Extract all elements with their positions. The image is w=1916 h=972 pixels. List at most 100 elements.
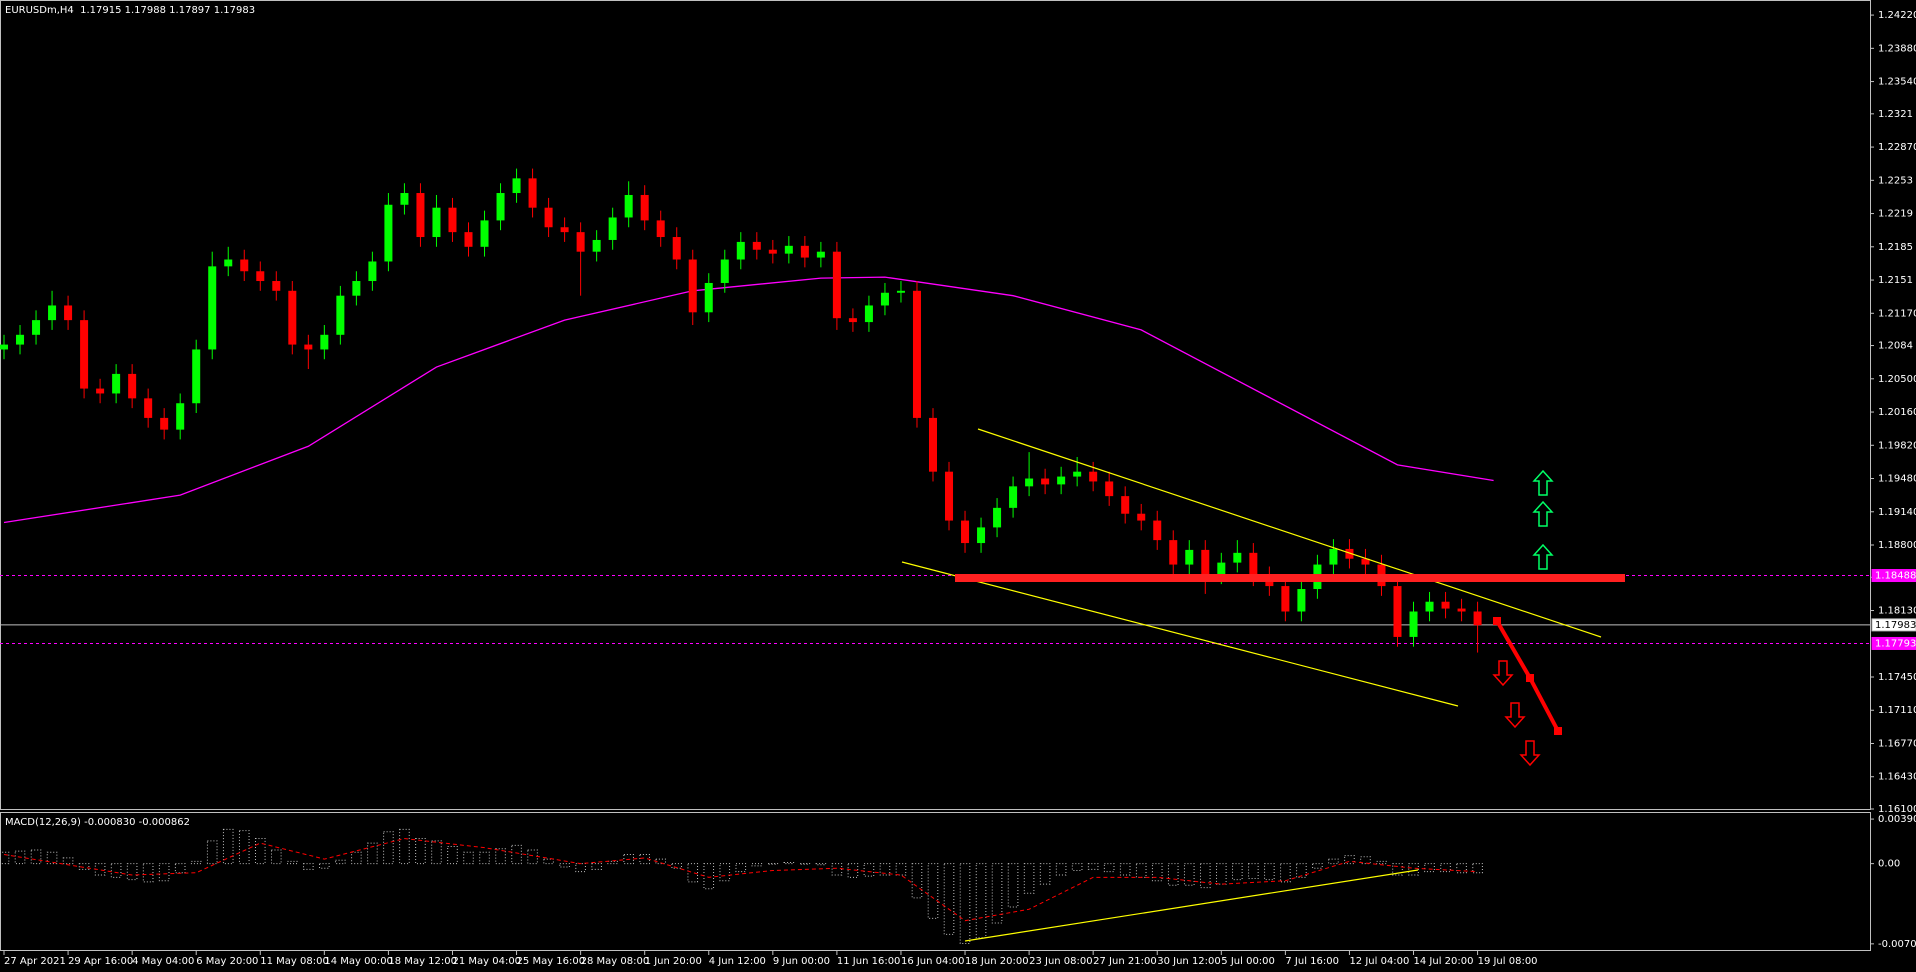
- candle-body: [80, 320, 89, 389]
- macd-bar: [1408, 863, 1419, 876]
- candle-body: [945, 471, 954, 521]
- candle-body: [1345, 548, 1354, 559]
- macd-bar: [831, 863, 843, 876]
- macd-bar: [222, 828, 234, 865]
- macd-bar: [959, 863, 971, 944]
- macd-bar: [447, 846, 458, 865]
- candle-body: [784, 245, 793, 254]
- macd-bar: [911, 863, 923, 899]
- candle-body: [1009, 486, 1018, 508]
- candle-body: [16, 334, 25, 345]
- macd-bar: [1151, 863, 1163, 882]
- candle-body: [240, 259, 249, 272]
- candle-body: [256, 271, 265, 282]
- macd-bar: [687, 863, 699, 883]
- macd-bar: [511, 844, 522, 865]
- candle-body: [128, 373, 137, 399]
- x-tick-label: 25 May 16:00: [517, 956, 586, 967]
- candle-body: [576, 232, 585, 252]
- x-tick-label: 19 Jul 08:00: [1478, 956, 1538, 967]
- y-tick-label: 1.2151: [1878, 275, 1913, 286]
- macd-bar: [126, 863, 138, 881]
- x-tick-label: 23 Jun 08:00: [1029, 956, 1093, 967]
- projection-node: [1493, 617, 1501, 625]
- candle-body: [800, 245, 809, 258]
- candle-body: [176, 403, 185, 430]
- candle-body: [816, 251, 825, 258]
- candle-body: [688, 259, 697, 313]
- y-tick-label: 1.16770: [1878, 738, 1916, 749]
- macd-bar: [1119, 863, 1131, 876]
- candle-body: [864, 305, 873, 323]
- macd-bar: [1135, 863, 1147, 878]
- candle-body: [640, 194, 649, 221]
- x-tick-label: 27 Apr 2021: [4, 956, 66, 967]
- candle-body: [961, 520, 970, 544]
- macd-bar: [783, 861, 795, 865]
- macd-bar: [1392, 863, 1403, 876]
- main-panel-frame: [0, 0, 1871, 810]
- y-tick-label: 1.19480: [1878, 474, 1916, 485]
- candle-body: [480, 220, 489, 247]
- y-tick-label: 0.003907: [1878, 814, 1916, 825]
- down-arrow: [1492, 660, 1514, 687]
- macd-bar: [110, 863, 122, 878]
- candle-body: [1105, 481, 1114, 497]
- x-tick-label: 12 Jul 04:00: [1349, 956, 1409, 967]
- price-level-box: [1871, 618, 1916, 632]
- x-tick-label: 27 Jun 21:00: [1093, 956, 1157, 967]
- candle-body: [768, 249, 777, 254]
- macd-bar: [1007, 863, 1019, 908]
- candle-body: [1329, 548, 1338, 565]
- macd-bar: [703, 863, 715, 890]
- macd-title: MACD(12,26,9) -0.000830 -0.000862: [5, 817, 190, 828]
- macd-bar: [895, 863, 907, 876]
- x-tick-label: 28 May 08:00: [581, 956, 650, 967]
- macd-bar: [158, 863, 170, 882]
- candle-body: [64, 305, 73, 321]
- candle-body: [400, 193, 409, 205]
- candle-body: [416, 193, 425, 238]
- macd-bar: [1280, 863, 1291, 883]
- macd-bar: [431, 840, 442, 865]
- candles: [0, 168, 1482, 653]
- y-tick-label: 1.2321: [1878, 109, 1913, 120]
- macd-bar: [254, 838, 266, 865]
- macd-bar: [1071, 863, 1083, 871]
- candle-body: [1057, 476, 1066, 485]
- candle-body: [48, 305, 57, 321]
- macd-bar: [1360, 856, 1371, 865]
- price-level-label: 1.18488: [1875, 571, 1916, 582]
- macd-bar: [879, 863, 891, 876]
- candle-body: [352, 281, 361, 296]
- trendline-upper: [977, 428, 1602, 638]
- candle-body: [1201, 549, 1210, 575]
- macd-bar: [1312, 863, 1323, 869]
- candle-body: [1217, 562, 1226, 575]
- macd: [0, 828, 1483, 944]
- up-arrow: [1532, 543, 1554, 570]
- trendline-lower: [901, 561, 1459, 707]
- candle-body: [432, 207, 441, 238]
- candle-body: [1457, 608, 1466, 612]
- macd-signal: [3, 838, 1478, 922]
- macd-bar: [1055, 863, 1067, 876]
- candle-body: [224, 259, 233, 267]
- macd-bar: [1199, 863, 1211, 889]
- candle-body: [384, 204, 393, 262]
- y-tick-label: 1.20500: [1878, 374, 1916, 385]
- candle-body: [656, 220, 665, 238]
- x-tick-label: 29 Apr 16:00: [68, 956, 133, 967]
- y-tick-label: 1.2219: [1878, 209, 1913, 220]
- macd-bar: [591, 863, 602, 870]
- macd-bar: [270, 849, 282, 865]
- x-tick-label: 6 May 20:00: [196, 956, 258, 967]
- y-tick-label: 1.16430: [1878, 772, 1916, 783]
- x-tick-label: 4 May 04:00: [132, 956, 194, 967]
- candle-body: [1025, 478, 1034, 487]
- price-level-label: 1.17983: [1875, 620, 1916, 631]
- y-tick-label: 1.2084: [1878, 341, 1913, 352]
- down-arrow: [1519, 740, 1541, 767]
- macd-bar: [78, 863, 90, 870]
